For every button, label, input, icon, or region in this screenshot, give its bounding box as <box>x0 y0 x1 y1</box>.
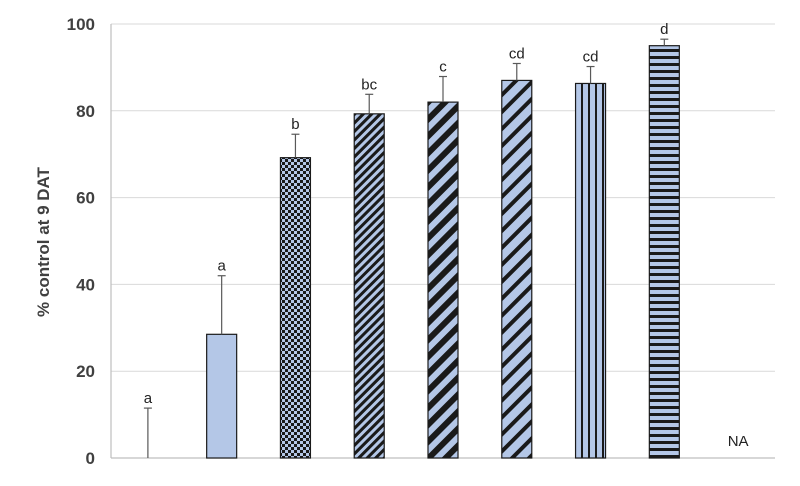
bars <box>206 45 680 459</box>
bar <box>206 333 238 459</box>
na-label: NA <box>728 433 749 450</box>
y-tick-label: 20 <box>76 362 95 381</box>
bar <box>279 157 312 459</box>
significance-letter: cd <box>583 49 599 66</box>
significance-letter: d <box>660 21 668 38</box>
significance-labels: a a b bc c cd cd d NA <box>144 21 749 450</box>
y-tick-label: 60 <box>76 189 95 208</box>
significance-letter: bc <box>361 76 377 93</box>
error-bars <box>143 38 669 458</box>
bar <box>574 82 607 459</box>
y-tick-label: 40 <box>76 275 95 294</box>
significance-letter: a <box>144 390 153 407</box>
significance-letter: c <box>439 59 447 76</box>
bar <box>353 113 385 459</box>
bar <box>501 79 533 459</box>
significance-letter: a <box>217 258 226 275</box>
significance-letter: cd <box>509 45 525 62</box>
y-axis-title: % control at 9 DAT <box>34 166 53 316</box>
significance-letter: b <box>291 116 299 133</box>
bar <box>648 45 680 459</box>
y-tick-label: 80 <box>76 102 95 121</box>
y-tick-label: 100 <box>67 15 95 34</box>
y-tick-label: 0 <box>86 449 95 468</box>
bar <box>427 101 459 459</box>
